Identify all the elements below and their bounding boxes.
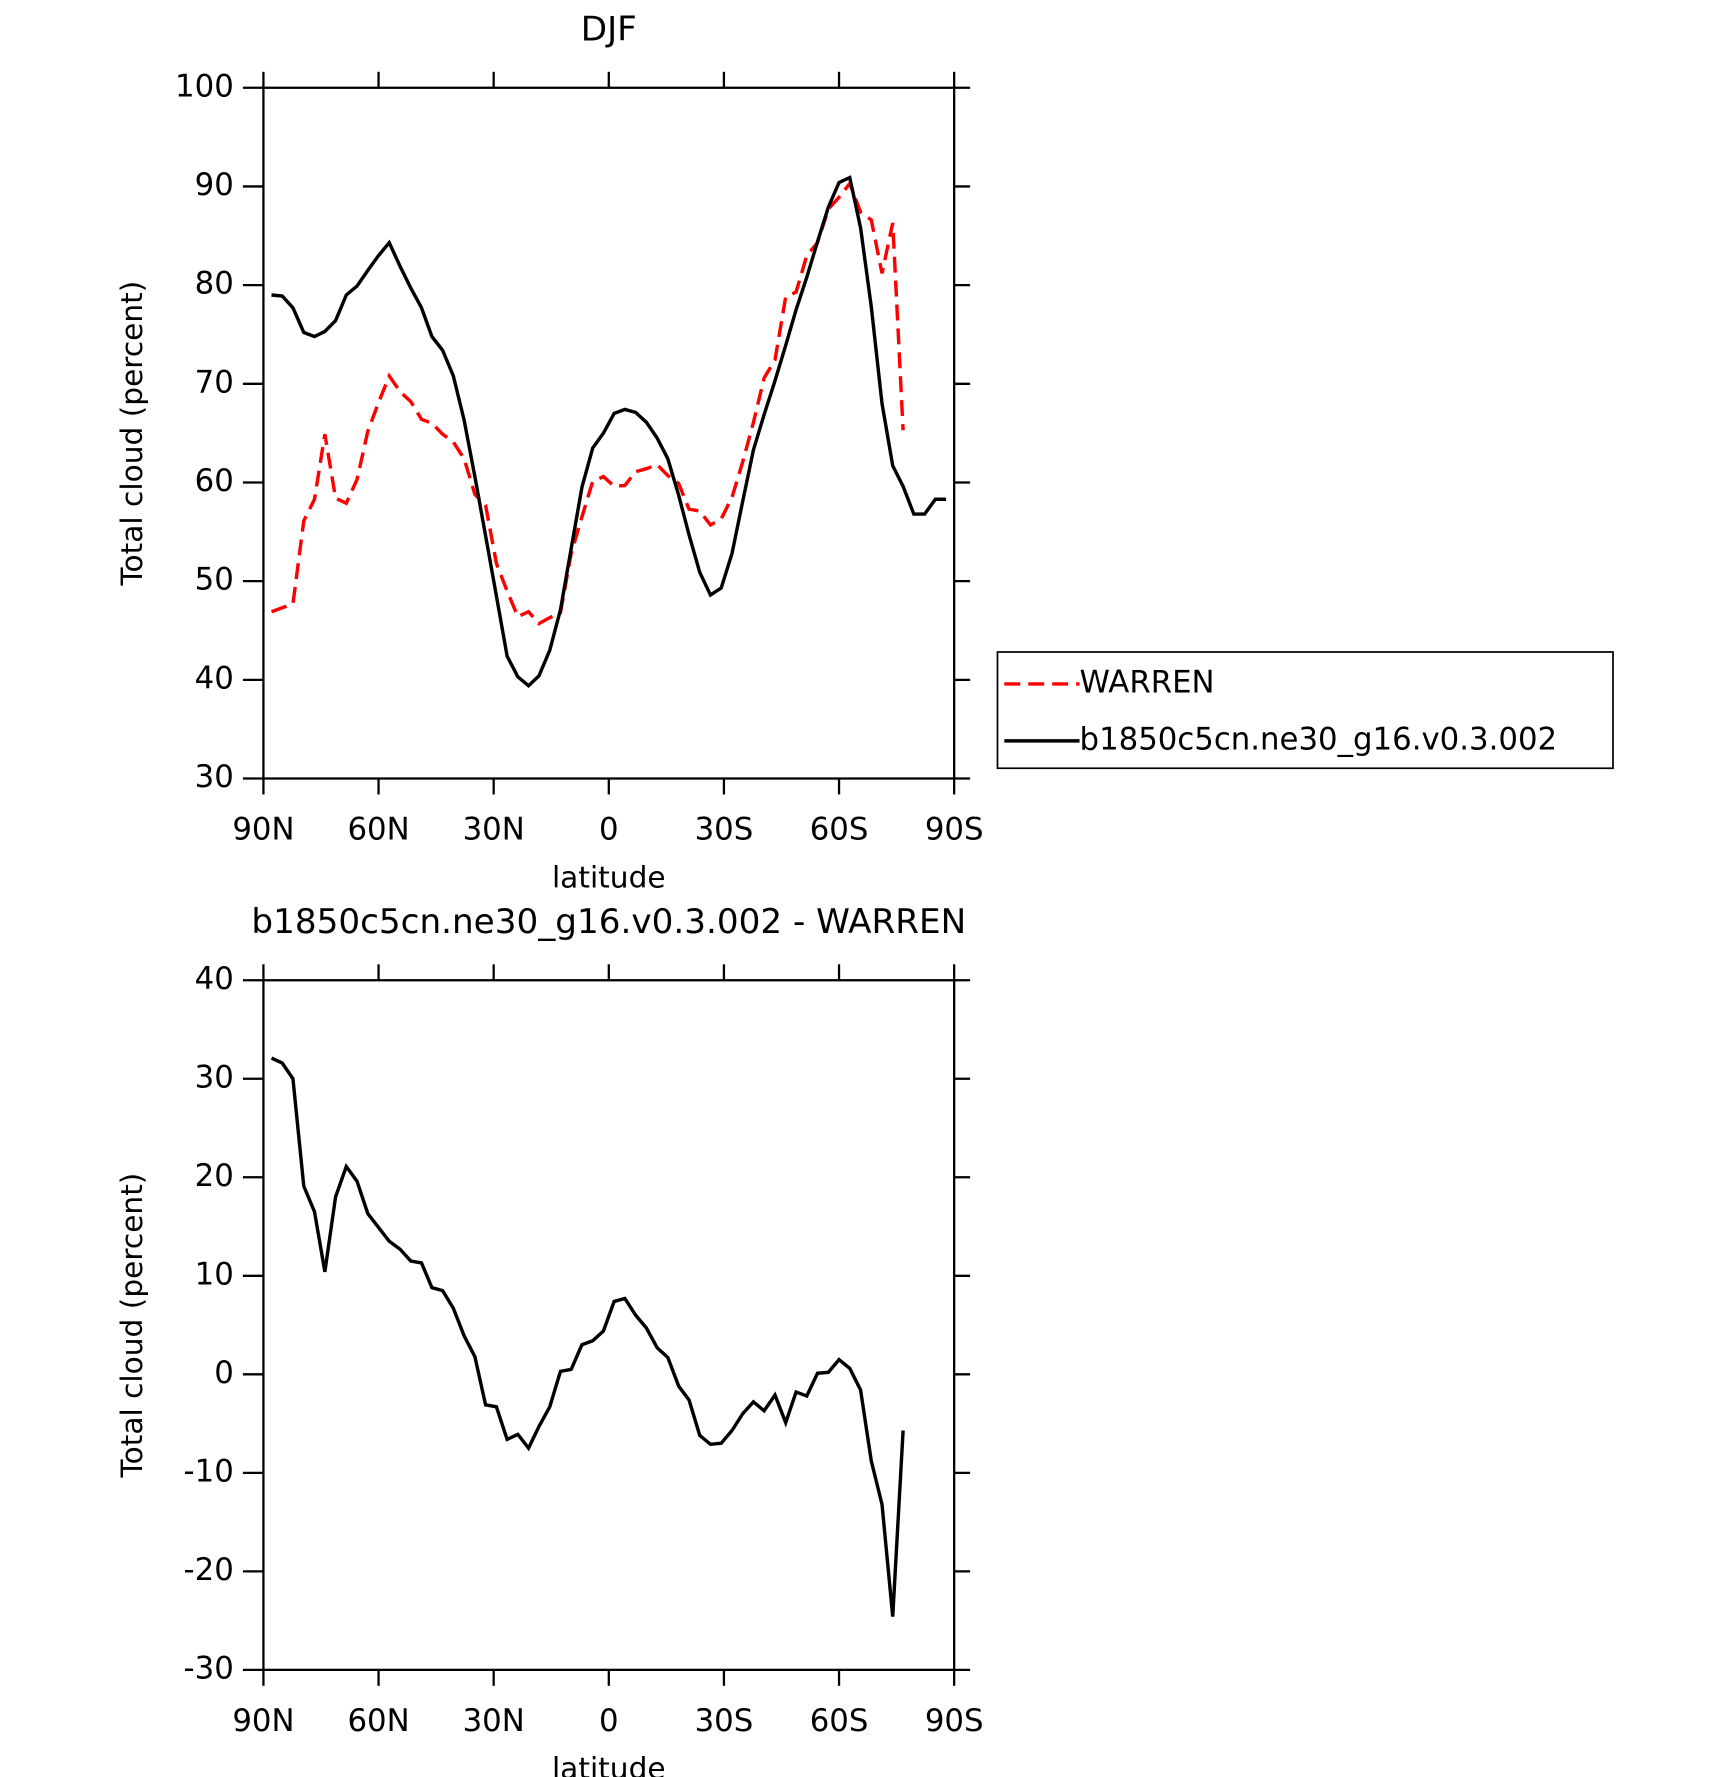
y-tick-label: -10 bbox=[184, 1453, 234, 1489]
y-tick-label: -30 bbox=[184, 1650, 234, 1686]
x-tick-label: 30N bbox=[463, 811, 525, 847]
chart-title: DJF bbox=[581, 9, 637, 49]
data-line bbox=[270, 180, 905, 626]
y-tick-label: 50 bbox=[195, 562, 234, 598]
y-tick-label: 100 bbox=[175, 68, 234, 104]
y-tick-label: 30 bbox=[195, 759, 234, 795]
x-tick-label: 90S bbox=[925, 1703, 984, 1739]
legend-box bbox=[996, 651, 1614, 770]
x-tick-label: 0 bbox=[599, 811, 619, 847]
x-tick-label: 30S bbox=[695, 811, 754, 847]
data-line bbox=[271, 175, 947, 689]
x-axis-label: latitude bbox=[552, 859, 666, 894]
x-tick-label: 60N bbox=[347, 811, 409, 847]
y-tick-label: 40 bbox=[195, 961, 234, 997]
y-axis-label: Total cloud (percent) bbox=[114, 281, 149, 587]
plot-frame bbox=[262, 86, 956, 780]
y-tick-label: 90 bbox=[195, 167, 234, 203]
legend-label: b1850c5cn.ne30_g16.v0.3.002 bbox=[1080, 721, 1558, 757]
x-axis-label: latitude bbox=[552, 1751, 666, 1777]
x-tick-label: 0 bbox=[599, 1703, 619, 1739]
y-axis-label: Total cloud (percent) bbox=[114, 1173, 149, 1479]
legend-label: WARREN bbox=[1080, 664, 1215, 700]
y-tick-label: 60 bbox=[195, 463, 234, 499]
y-tick-label: 40 bbox=[195, 660, 234, 696]
y-tick-label: 30 bbox=[195, 1059, 234, 1095]
x-tick-label: 30N bbox=[463, 1703, 525, 1739]
y-tick-label: 80 bbox=[195, 266, 234, 302]
x-tick-label: 90N bbox=[232, 1703, 294, 1739]
y-tick-label: -20 bbox=[184, 1552, 234, 1588]
y-tick-label: 10 bbox=[195, 1256, 234, 1292]
x-tick-label: 60N bbox=[347, 1703, 409, 1739]
chart-title: b1850c5cn.ne30_g16.v0.3.002 - WARREN bbox=[251, 902, 966, 942]
x-tick-label: 60S bbox=[810, 811, 869, 847]
y-tick-label: 0 bbox=[214, 1355, 234, 1391]
plot-frame bbox=[262, 979, 956, 1671]
y-tick-label: 20 bbox=[195, 1158, 234, 1194]
x-tick-label: 60S bbox=[810, 1703, 869, 1739]
x-tick-label: 90N bbox=[232, 811, 294, 847]
data-line bbox=[270, 1056, 905, 1617]
x-tick-label: 30S bbox=[695, 1703, 754, 1739]
x-tick-label: 90S bbox=[925, 811, 984, 847]
y-tick-label: 70 bbox=[195, 364, 234, 400]
